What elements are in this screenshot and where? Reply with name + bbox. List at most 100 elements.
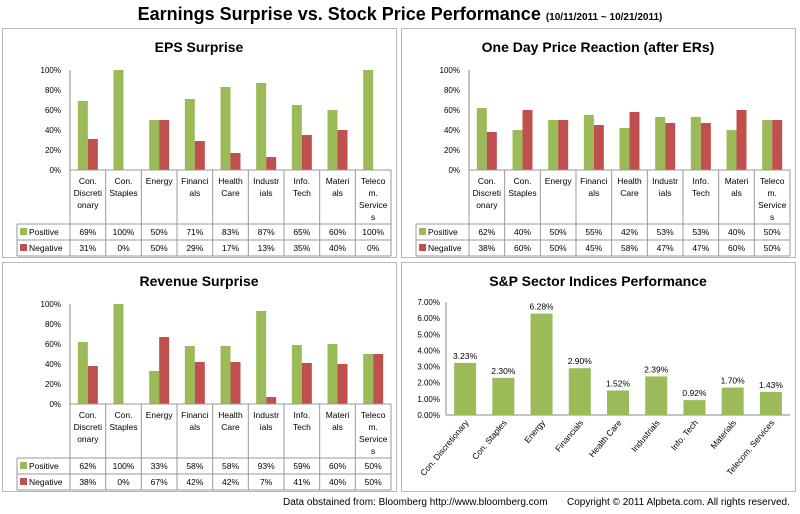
legend-label-positive: Positive [29, 461, 59, 471]
bar-negative [159, 337, 170, 404]
bar-negative [522, 110, 533, 170]
y-tick-label: 6.00% [417, 314, 440, 323]
category-label-line: s [371, 212, 375, 222]
category-label: Health Care [587, 418, 624, 459]
category-label-line: Con. [79, 176, 97, 186]
table-cell-positive: 100% [113, 227, 135, 237]
legend-swatch-positive [419, 228, 426, 235]
category-label: Energy [146, 410, 174, 420]
table-cell-negative: 29% [186, 243, 203, 253]
bar-positive [726, 130, 737, 170]
y-tick-label: 0% [448, 166, 460, 175]
table-cell-positive: 100% [362, 227, 384, 237]
y-tick-label: 100% [41, 66, 61, 75]
bar-positive [149, 371, 160, 404]
bar-negative [159, 120, 170, 170]
table-cell-positive: 40% [514, 227, 531, 237]
y-tick-label: 20% [45, 146, 61, 155]
source-note: Data obstained from: Bloomberg http://ww… [283, 497, 548, 508]
bar-positive [762, 120, 773, 170]
bar-positive [619, 128, 630, 170]
category-label-line: Health [617, 176, 642, 186]
y-tick-label: 40% [45, 360, 61, 369]
legend-label-positive: Positive [29, 227, 59, 237]
bar-negative [736, 110, 747, 170]
category-label-line: Staples [508, 188, 536, 198]
table-cell-positive: 42% [621, 227, 638, 237]
category-label-line: Service [359, 434, 388, 444]
category-label-line: Materi [725, 176, 749, 186]
bar-negative [665, 123, 676, 170]
bar-positive [77, 101, 88, 170]
legend-label-negative: Negative [29, 243, 63, 253]
category-label-line: Info. [693, 176, 710, 186]
chart: Revenue Surprise 0% 20% 40% 60% 80% 100% Con. Di… [16, 273, 392, 491]
data-label: 1.43% [759, 380, 784, 390]
category-label-line: als [189, 422, 200, 432]
bar-positive [113, 70, 124, 170]
table-cell-negative: 41% [293, 477, 310, 487]
category-label-line: Discreti [74, 422, 102, 432]
data-label: 1.70% [721, 376, 746, 386]
category-label: Industrials [629, 418, 662, 454]
category-label-line: onary [77, 434, 99, 444]
category-label: Teleco m. Service s [359, 176, 388, 222]
bar-positive [690, 117, 701, 170]
table-cell-positive: 62% [79, 461, 96, 471]
table-cell-negative: 50% [550, 243, 567, 253]
bar-positive [363, 70, 374, 170]
data-label: 6.28% [530, 302, 555, 312]
category-label-line: Care [221, 188, 240, 198]
category-label: Teleco m. Service s [359, 410, 388, 456]
chart-title: Revenue Surprise [139, 273, 258, 289]
table-cell-positive: 55% [585, 227, 602, 237]
bar-positive [220, 346, 231, 404]
bar-negative [772, 120, 783, 170]
bar-positive [327, 110, 338, 170]
bar-negative [700, 123, 711, 170]
category-label-line: m. [368, 188, 377, 198]
category-label-line: Con. [115, 410, 133, 420]
category-label-line: Tech [293, 188, 311, 198]
category-label-line: Energy [545, 176, 573, 186]
bar-negative [629, 112, 640, 170]
category-label: Materi als [725, 176, 749, 198]
category-label-line: Industr [652, 176, 678, 186]
data-label: 2.39% [644, 364, 669, 374]
table-cell-negative: 50% [151, 243, 168, 253]
bar-positive [291, 345, 302, 404]
date-range: (10/11/2011 ~ 10/21/2011) [545, 12, 663, 23]
y-tick-label: 1.00% [417, 395, 440, 404]
category-label-line: Teleco [760, 176, 785, 186]
category-label-line: Info. [294, 176, 311, 186]
category-label-line: onary [476, 200, 498, 210]
category-label-line: Energy [146, 176, 174, 186]
category-label-line: Staples [109, 188, 137, 198]
table-cell-negative: 0% [367, 243, 380, 253]
table-cell-negative: 60% [514, 243, 531, 253]
category-label: Financials [553, 418, 585, 454]
bar [607, 390, 629, 415]
category-label-line: ials [659, 188, 672, 198]
bar [683, 400, 706, 415]
category-label: Energy [545, 176, 573, 186]
category-label-line: Service [758, 200, 787, 210]
table-cell-positive: 59% [293, 461, 310, 471]
table-cell-negative: 47% [692, 243, 709, 253]
bar [568, 368, 591, 415]
legend-label-negative: Negative [29, 477, 63, 487]
category-label-line: Financi [181, 410, 209, 420]
legend-swatch-positive [20, 228, 27, 235]
table-cell-negative: 40% [329, 477, 346, 487]
y-tick-label: 60% [444, 106, 460, 115]
table-cell-negative: 0% [117, 477, 130, 487]
bar-negative [337, 130, 348, 170]
y-tick-label: 0% [49, 166, 61, 175]
y-tick-label: 40% [444, 126, 460, 135]
data-label: 2.30% [491, 366, 516, 376]
category-label: Teleco m. Service s [758, 176, 787, 222]
category-label-line: Materi [326, 410, 350, 420]
category-label-line: Con. [115, 176, 133, 186]
category-label: Materi als [326, 410, 350, 432]
